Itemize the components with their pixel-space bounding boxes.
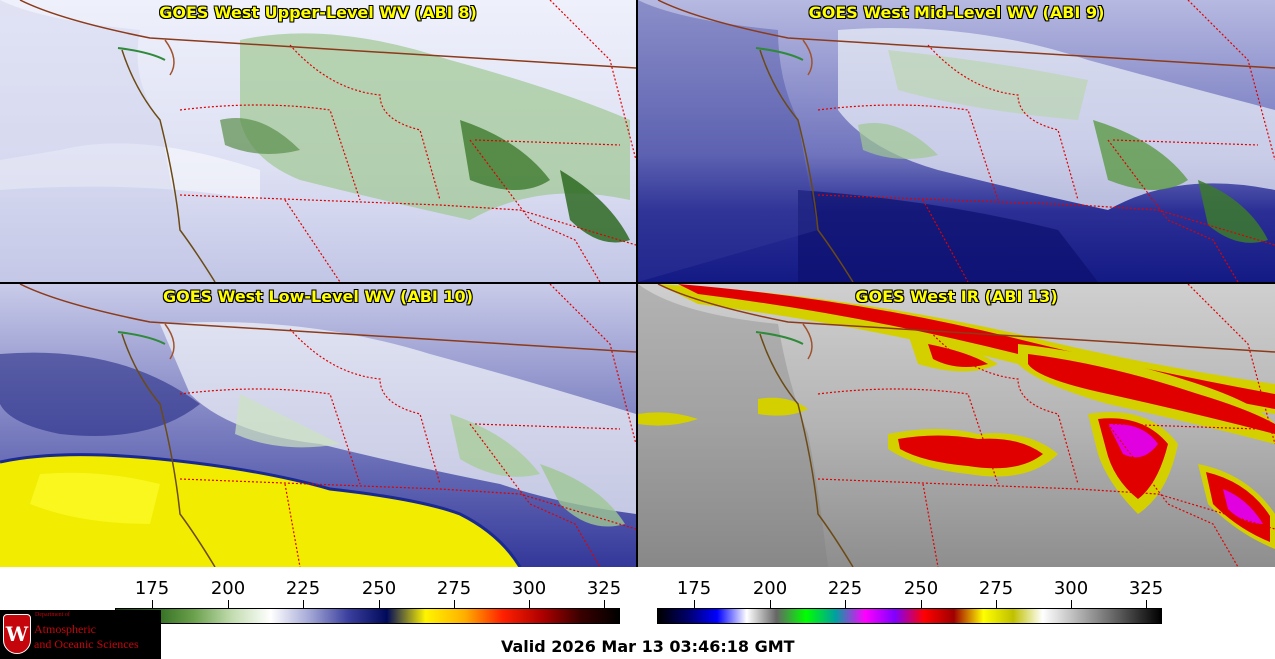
- ir-tick-label: 250: [903, 578, 939, 599]
- ir-tick-label: 275: [978, 578, 1014, 599]
- logo-line-2: and Oceanic Sciences: [34, 637, 139, 651]
- ir-colorbar-ticks: 175 200 225 250 275 300 325: [657, 578, 1164, 600]
- panel-title: GOES West Upper-Level WV (ABI 8): [159, 3, 477, 22]
- ir-tick-mark: [921, 600, 922, 608]
- valid-time: Valid 2026 Mar 13 03:46:18 GMT: [501, 637, 795, 656]
- upper-level-wv-image: [0, 0, 636, 282]
- wv-tick-label: 250: [361, 578, 397, 599]
- ir-tick-mark: [694, 600, 695, 608]
- wv-tick-label: 325: [586, 578, 622, 599]
- ir-tick-label: 175: [676, 578, 712, 599]
- ir-tick-mark: [845, 600, 846, 608]
- wv-tick-label: 275: [436, 578, 472, 599]
- panel-upper-level-wv: GOES West Upper-Level WV (ABI 8): [0, 0, 636, 282]
- ir-tick-label: 300: [1053, 578, 1089, 599]
- mid-level-wv-image: [638, 0, 1275, 282]
- panel-ir: GOES West IR (ABI 13): [638, 284, 1275, 567]
- wv-tick-mark: [228, 600, 229, 608]
- uw-crest-icon: W: [3, 614, 31, 654]
- ir-tick-label: 325: [1128, 578, 1164, 599]
- wv-tick-label: 225: [285, 578, 321, 599]
- panel-title: GOES West Mid-Level WV (ABI 9): [808, 3, 1105, 22]
- wv-colorbar-ticks: 175 200 225 250 275 300 325: [115, 578, 622, 600]
- wv-tick-mark: [604, 600, 605, 608]
- wv-colorbar: [115, 608, 620, 624]
- ir-tick-label: 200: [752, 578, 788, 599]
- panel-divider-horizontal: [0, 282, 1275, 284]
- wv-tick-mark: [303, 600, 304, 608]
- panel-mid-level-wv: GOES West Mid-Level WV (ABI 9): [638, 0, 1275, 282]
- panel-title: GOES West Low-Level WV (ABI 10): [162, 287, 473, 306]
- wv-tick-label: 300: [511, 578, 547, 599]
- ir-tick-mark: [996, 600, 997, 608]
- ir-image: [638, 284, 1275, 567]
- ir-tick-label: 225: [827, 578, 863, 599]
- ir-tick-mark: [1146, 600, 1147, 608]
- wv-tick-label: 175: [134, 578, 170, 599]
- logo-dept-text: Department of: [35, 612, 70, 618]
- wv-tick-mark: [529, 600, 530, 608]
- wv-tick-label: 200: [210, 578, 246, 599]
- panel-low-level-wv: GOES West Low-Level WV (ABI 10): [0, 284, 636, 567]
- panel-title: GOES West IR (ABI 13): [855, 287, 1058, 306]
- aos-logo[interactable]: W Department of Atmospheric and Oceanic …: [0, 610, 161, 659]
- ir-colorbar: [657, 608, 1162, 624]
- ir-tick-mark: [770, 600, 771, 608]
- ir-tick-mark: [1071, 600, 1072, 608]
- low-level-wv-image: [0, 284, 636, 567]
- wv-tick-mark: [152, 600, 153, 608]
- wv-tick-mark: [379, 600, 380, 608]
- logo-line-1: Atmospheric: [34, 622, 96, 636]
- wv-tick-mark: [454, 600, 455, 608]
